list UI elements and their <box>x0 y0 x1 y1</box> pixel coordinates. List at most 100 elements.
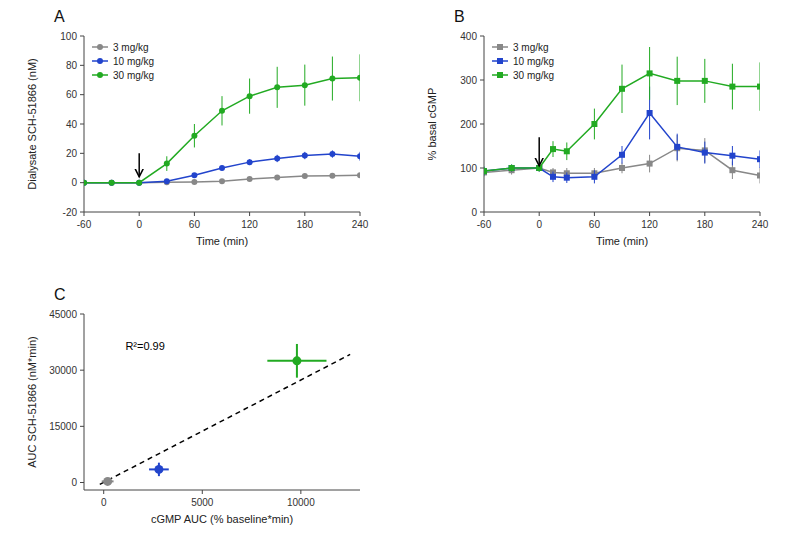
x-axis-line <box>84 490 360 491</box>
point <box>729 167 735 173</box>
y-tick-label: 100 <box>460 163 477 174</box>
panel: -60060120180240-20020406080100Time (min)… <box>26 8 369 247</box>
y-tick-label: 100 <box>60 31 77 42</box>
legend-label: 10 mg/kg <box>513 56 554 67</box>
x-tick-label: 0 <box>136 219 142 230</box>
arrow <box>138 153 140 176</box>
point <box>219 108 225 114</box>
x-tick-label: 10000 <box>287 497 315 508</box>
point <box>247 176 253 182</box>
point <box>274 175 280 181</box>
y-tick-label: 60 <box>66 89 78 100</box>
y-tick <box>480 168 484 169</box>
point <box>757 84 760 90</box>
y-tick <box>480 124 484 125</box>
point <box>564 175 570 181</box>
y-tick <box>480 212 484 213</box>
x-tick-label: 240 <box>752 219 769 230</box>
x-tick <box>484 212 485 216</box>
y-tick <box>80 212 84 213</box>
point <box>84 180 87 186</box>
point <box>674 144 680 150</box>
x-tick-label: 60 <box>589 219 601 230</box>
legend-marker <box>97 72 103 78</box>
point <box>729 153 735 159</box>
y-tick-label: 20 <box>66 148 78 159</box>
point <box>103 477 112 486</box>
series <box>84 172 360 185</box>
panel-title: A <box>54 8 65 25</box>
x-tick <box>139 212 140 216</box>
legend-marker <box>97 58 103 64</box>
y-tick-label: 200 <box>460 119 477 130</box>
legend-label: 3 mg/kg <box>113 42 149 53</box>
series-line <box>84 78 360 183</box>
arrow <box>538 137 540 166</box>
point <box>536 165 542 171</box>
x-axis-line <box>484 212 760 213</box>
x-tick-label: 120 <box>241 219 258 230</box>
x-tick-label: 120 <box>641 219 658 230</box>
series <box>267 344 326 378</box>
point <box>292 356 301 365</box>
x-axis-label: Time (min) <box>596 235 648 247</box>
point <box>647 110 653 116</box>
point <box>302 82 308 88</box>
point <box>702 150 708 156</box>
x-tick <box>704 212 705 216</box>
point <box>564 148 570 154</box>
point <box>647 161 653 167</box>
y-tick-label: 15000 <box>49 421 77 432</box>
y-tick-label: 400 <box>460 31 477 42</box>
point <box>757 172 760 178</box>
x-tick <box>760 212 761 216</box>
series <box>100 354 350 484</box>
point <box>550 146 556 152</box>
point <box>302 153 308 159</box>
plot-area <box>484 47 760 183</box>
x-axis-label: cGMP AUC (% baseline*min) <box>151 513 293 525</box>
x-tick <box>594 212 595 216</box>
series <box>484 135 760 183</box>
y-tick <box>80 65 84 66</box>
legend-marker <box>97 44 103 50</box>
point <box>757 156 760 162</box>
point <box>550 174 556 180</box>
x-axis-line <box>84 212 360 213</box>
point <box>191 133 197 139</box>
point <box>357 75 360 81</box>
y-tick <box>80 314 84 315</box>
x-tick <box>539 212 540 216</box>
y-tick <box>480 36 484 37</box>
point <box>509 165 515 171</box>
y-tick-label: 45000 <box>49 309 77 320</box>
y-tick-label: 0 <box>71 477 77 488</box>
legend-label: 30 mg/kg <box>513 70 554 81</box>
x-tick-label: 240 <box>352 219 369 230</box>
y-tick-label: 40 <box>66 119 78 130</box>
x-tick <box>194 212 195 216</box>
point <box>136 180 142 186</box>
x-tick <box>300 490 301 494</box>
chart-svg: -60060120180240-20020406080100Time (min)… <box>0 0 788 552</box>
point <box>647 70 653 76</box>
point <box>109 180 115 186</box>
panel-title: C <box>54 286 66 303</box>
legend: 3 mg/kg10 mg/kg30 mg/kg <box>492 42 554 81</box>
point <box>509 165 515 171</box>
point <box>619 152 625 158</box>
x-tick-label: 0 <box>536 219 542 230</box>
y-tick <box>80 370 84 371</box>
point <box>329 76 335 82</box>
point <box>219 178 225 184</box>
x-tick <box>103 490 104 494</box>
point <box>164 178 170 184</box>
point <box>357 172 360 178</box>
series <box>484 47 760 175</box>
y-tick <box>80 182 84 183</box>
point <box>136 180 142 186</box>
y-tick <box>80 426 84 427</box>
point <box>536 165 542 171</box>
y-tick <box>80 124 84 125</box>
point <box>191 179 197 185</box>
